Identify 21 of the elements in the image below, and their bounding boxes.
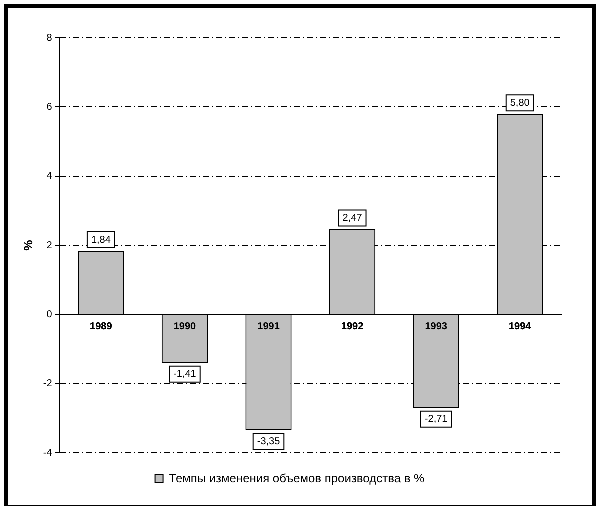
data-label: -2,71: [424, 414, 448, 426]
data-label: 5,80: [510, 98, 530, 109]
y-tick-label: 4: [46, 171, 53, 182]
y-tick-label: -4: [43, 448, 53, 459]
x-tick-label: 1994: [508, 321, 532, 332]
data-label: 1,84: [91, 234, 112, 246]
y-tick-label: -2: [43, 378, 53, 390]
x-tick-label: 1989: [90, 321, 113, 332]
x-tick-label: 1991: [258, 321, 280, 332]
data-label: 2,47: [342, 212, 363, 224]
y-tick-label: 8: [46, 32, 53, 44]
data-label: -1,41: [174, 369, 197, 380]
legend-label: Темпы изменения объемов производства в %: [169, 471, 426, 486]
x-tick-label: 1990: [174, 321, 197, 332]
y-tick-label: 2: [46, 240, 53, 252]
y-axis-title: %: [22, 240, 36, 251]
data-label: -3,35: [257, 436, 281, 448]
y-tick-label: 0: [46, 309, 53, 320]
x-tick-label: 1993: [425, 321, 448, 332]
x-tick-label: 1992: [341, 321, 364, 332]
y-tick-label: 6: [46, 102, 53, 113]
